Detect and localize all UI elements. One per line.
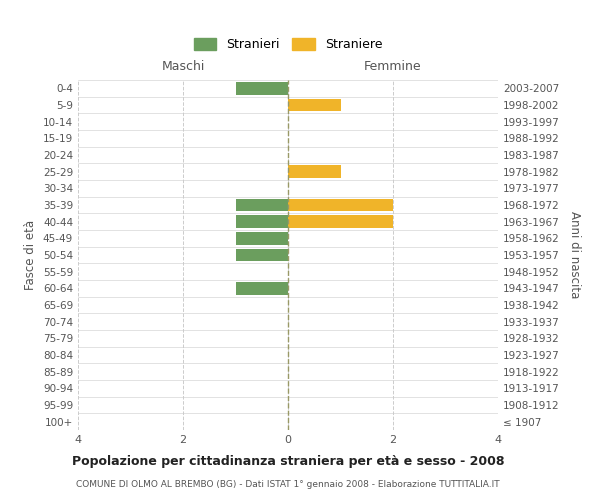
Bar bbox=[235, 232, 288, 244]
Text: COMUNE DI OLMO AL BREMBO (BG) - Dati ISTAT 1° gennaio 2008 - Elaborazione TUTTIT: COMUNE DI OLMO AL BREMBO (BG) - Dati IST… bbox=[76, 480, 500, 489]
Bar bbox=[288, 199, 393, 211]
Bar bbox=[235, 82, 288, 94]
Text: Maschi: Maschi bbox=[161, 60, 205, 73]
Bar bbox=[235, 282, 288, 294]
Y-axis label: Fasce di età: Fasce di età bbox=[25, 220, 37, 290]
Text: Popolazione per cittadinanza straniera per età e sesso - 2008: Popolazione per cittadinanza straniera p… bbox=[72, 455, 504, 468]
Bar bbox=[288, 99, 341, 112]
Bar bbox=[288, 166, 341, 178]
Bar bbox=[235, 216, 288, 228]
Bar bbox=[235, 199, 288, 211]
Legend: Stranieri, Straniere: Stranieri, Straniere bbox=[190, 34, 386, 55]
Y-axis label: Anni di nascita: Anni di nascita bbox=[568, 212, 581, 298]
Bar bbox=[235, 248, 288, 261]
Text: Femmine: Femmine bbox=[364, 60, 422, 73]
Bar bbox=[288, 216, 393, 228]
